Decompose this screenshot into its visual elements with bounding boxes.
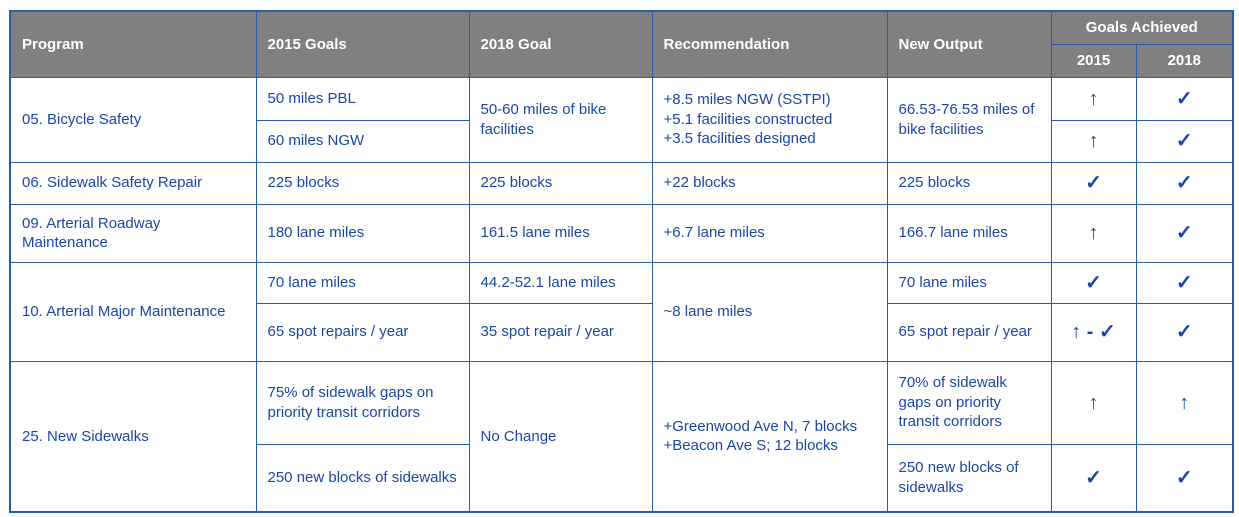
col-header-achieved-2015: 2015 bbox=[1050, 43, 1137, 78]
col-header-2018-goal: 2018 Goal bbox=[468, 10, 653, 78]
col-header-recommendation: Recommendation bbox=[651, 10, 888, 78]
achieved-2015-cell: ↑ bbox=[1050, 119, 1137, 163]
achieved-2015-cell: ↑ - ✓ bbox=[1050, 302, 1137, 362]
new-output-cell: 250 new blocks of sidewalks bbox=[886, 443, 1052, 513]
table-row-new-sidewalks-2: 250 new blocks of sidewalks 250 new bloc… bbox=[10, 443, 1234, 513]
achieved-2018-cell: ✓ bbox=[1135, 76, 1234, 121]
achieved-2015-cell: ↑ bbox=[1050, 203, 1137, 263]
table-row-arterial-major-maintenance-2: 65 spot repairs / year 35 spot repair / … bbox=[10, 302, 1234, 362]
table-header: Program 2015 Goals 2018 Goal Recommendat… bbox=[9, 10, 1234, 78]
achieved-2018-cell: ✓ bbox=[1135, 203, 1234, 263]
new-output-cell: 65 spot repair / year bbox=[886, 302, 1052, 362]
program-cell: 05. Bicycle Safety bbox=[9, 76, 257, 163]
achieved-2015-cell: ✓ bbox=[1050, 443, 1137, 513]
recommendation-cell: ~8 lane miles bbox=[651, 261, 888, 362]
table-row-bicycle-safety-2: 60 miles NGW ↑ ✓ bbox=[10, 119, 1234, 163]
achieved-2015-cell: ↑ bbox=[1050, 360, 1137, 445]
new-output-cell: 70 lane miles bbox=[886, 261, 1052, 304]
program-cell: 09. Arterial Roadway Maintenance bbox=[9, 203, 257, 263]
col-header-new-output: New Output bbox=[886, 10, 1052, 78]
table-row-new-sidewalks-1: 25. New Sidewalks 75% of sidewalk gaps o… bbox=[9, 360, 1234, 513]
program-cell: 10. Arterial Major Maintenance bbox=[9, 261, 257, 362]
goal-2018-cell: 50-60 miles of bike facilities bbox=[468, 76, 653, 163]
achieved-2015-cell: ✓ bbox=[1050, 261, 1137, 304]
goal-2015-cell: 225 blocks bbox=[255, 161, 470, 205]
goal-2018-cell: No Change bbox=[468, 360, 653, 513]
recommendation-cell: +Greenwood Ave N, 7 blocks +Beacon Ave S… bbox=[651, 360, 888, 513]
program-goals-table: Program 2015 Goals 2018 Goal Recommendat… bbox=[9, 10, 1234, 513]
goal-2015-cell: 70 lane miles bbox=[255, 261, 470, 304]
col-header-2015-goals: 2015 Goals bbox=[255, 10, 470, 78]
col-header-program: Program bbox=[9, 10, 257, 78]
achieved-2018-cell: ↑ bbox=[1135, 360, 1234, 445]
col-header-goals-achieved: Goals Achieved bbox=[1050, 10, 1234, 45]
program-cell: 25. New Sidewalks bbox=[9, 360, 257, 513]
table-row-sidewalk-safety-repair: 06. Sidewalk Safety Repair 225 blocks 22… bbox=[9, 161, 1234, 205]
achieved-2015-cell: ✓ bbox=[1050, 161, 1137, 205]
new-output-cell: 166.7 lane miles bbox=[886, 203, 1052, 263]
table-row-arterial-roadway-maintenance: 09. Arterial Roadway Maintenance 180 lan… bbox=[9, 203, 1234, 263]
goal-2018-cell: 44.2-52.1 lane miles bbox=[468, 261, 653, 304]
program-cell: 06. Sidewalk Safety Repair bbox=[9, 161, 257, 205]
goal-2018-cell: 35 spot repair / year bbox=[468, 302, 653, 362]
col-header-achieved-2018: 2018 bbox=[1135, 43, 1234, 78]
recommendation-cell: +8.5 miles NGW (SSTPI) +5.1 facilities c… bbox=[651, 76, 888, 163]
goal-2018-cell: 225 blocks bbox=[468, 161, 653, 205]
achieved-2018-cell: ✓ bbox=[1135, 161, 1234, 205]
achieved-2018-cell: ✓ bbox=[1135, 443, 1234, 513]
achieved-2018-cell: ✓ bbox=[1135, 302, 1234, 362]
goal-2018-cell: 161.5 lane miles bbox=[468, 203, 653, 263]
new-output-cell: 225 blocks bbox=[886, 161, 1052, 205]
goal-2015-cell: 65 spot repairs / year bbox=[255, 302, 470, 362]
table-row-bicycle-safety-1: 05. Bicycle Safety 50 miles PBL 50-60 mi… bbox=[9, 76, 1234, 163]
goal-2015-cell: 75% of sidewalk gaps on priority transit… bbox=[255, 360, 470, 445]
goal-2015-cell: 50 miles PBL bbox=[255, 76, 470, 121]
goal-2015-cell: 180 lane miles bbox=[255, 203, 470, 263]
goal-2015-cell: 250 new blocks of sidewalks bbox=[255, 443, 470, 513]
new-output-cell: 70% of sidewalk gaps on priority transit… bbox=[886, 360, 1052, 445]
achieved-2015-cell: ↑ bbox=[1050, 76, 1137, 121]
goal-2015-cell: 60 miles NGW bbox=[255, 119, 470, 163]
achieved-2018-cell: ✓ bbox=[1135, 119, 1234, 163]
achieved-2018-cell: ✓ bbox=[1135, 261, 1234, 304]
recommendation-cell: +6.7 lane miles bbox=[651, 203, 888, 263]
table-row-arterial-major-maintenance-1: 10. Arterial Major Maintenance 70 lane m… bbox=[9, 261, 1234, 362]
recommendation-cell: +22 blocks bbox=[651, 161, 888, 205]
new-output-cell: 66.53-76.53 miles of bike facilities bbox=[886, 76, 1052, 163]
